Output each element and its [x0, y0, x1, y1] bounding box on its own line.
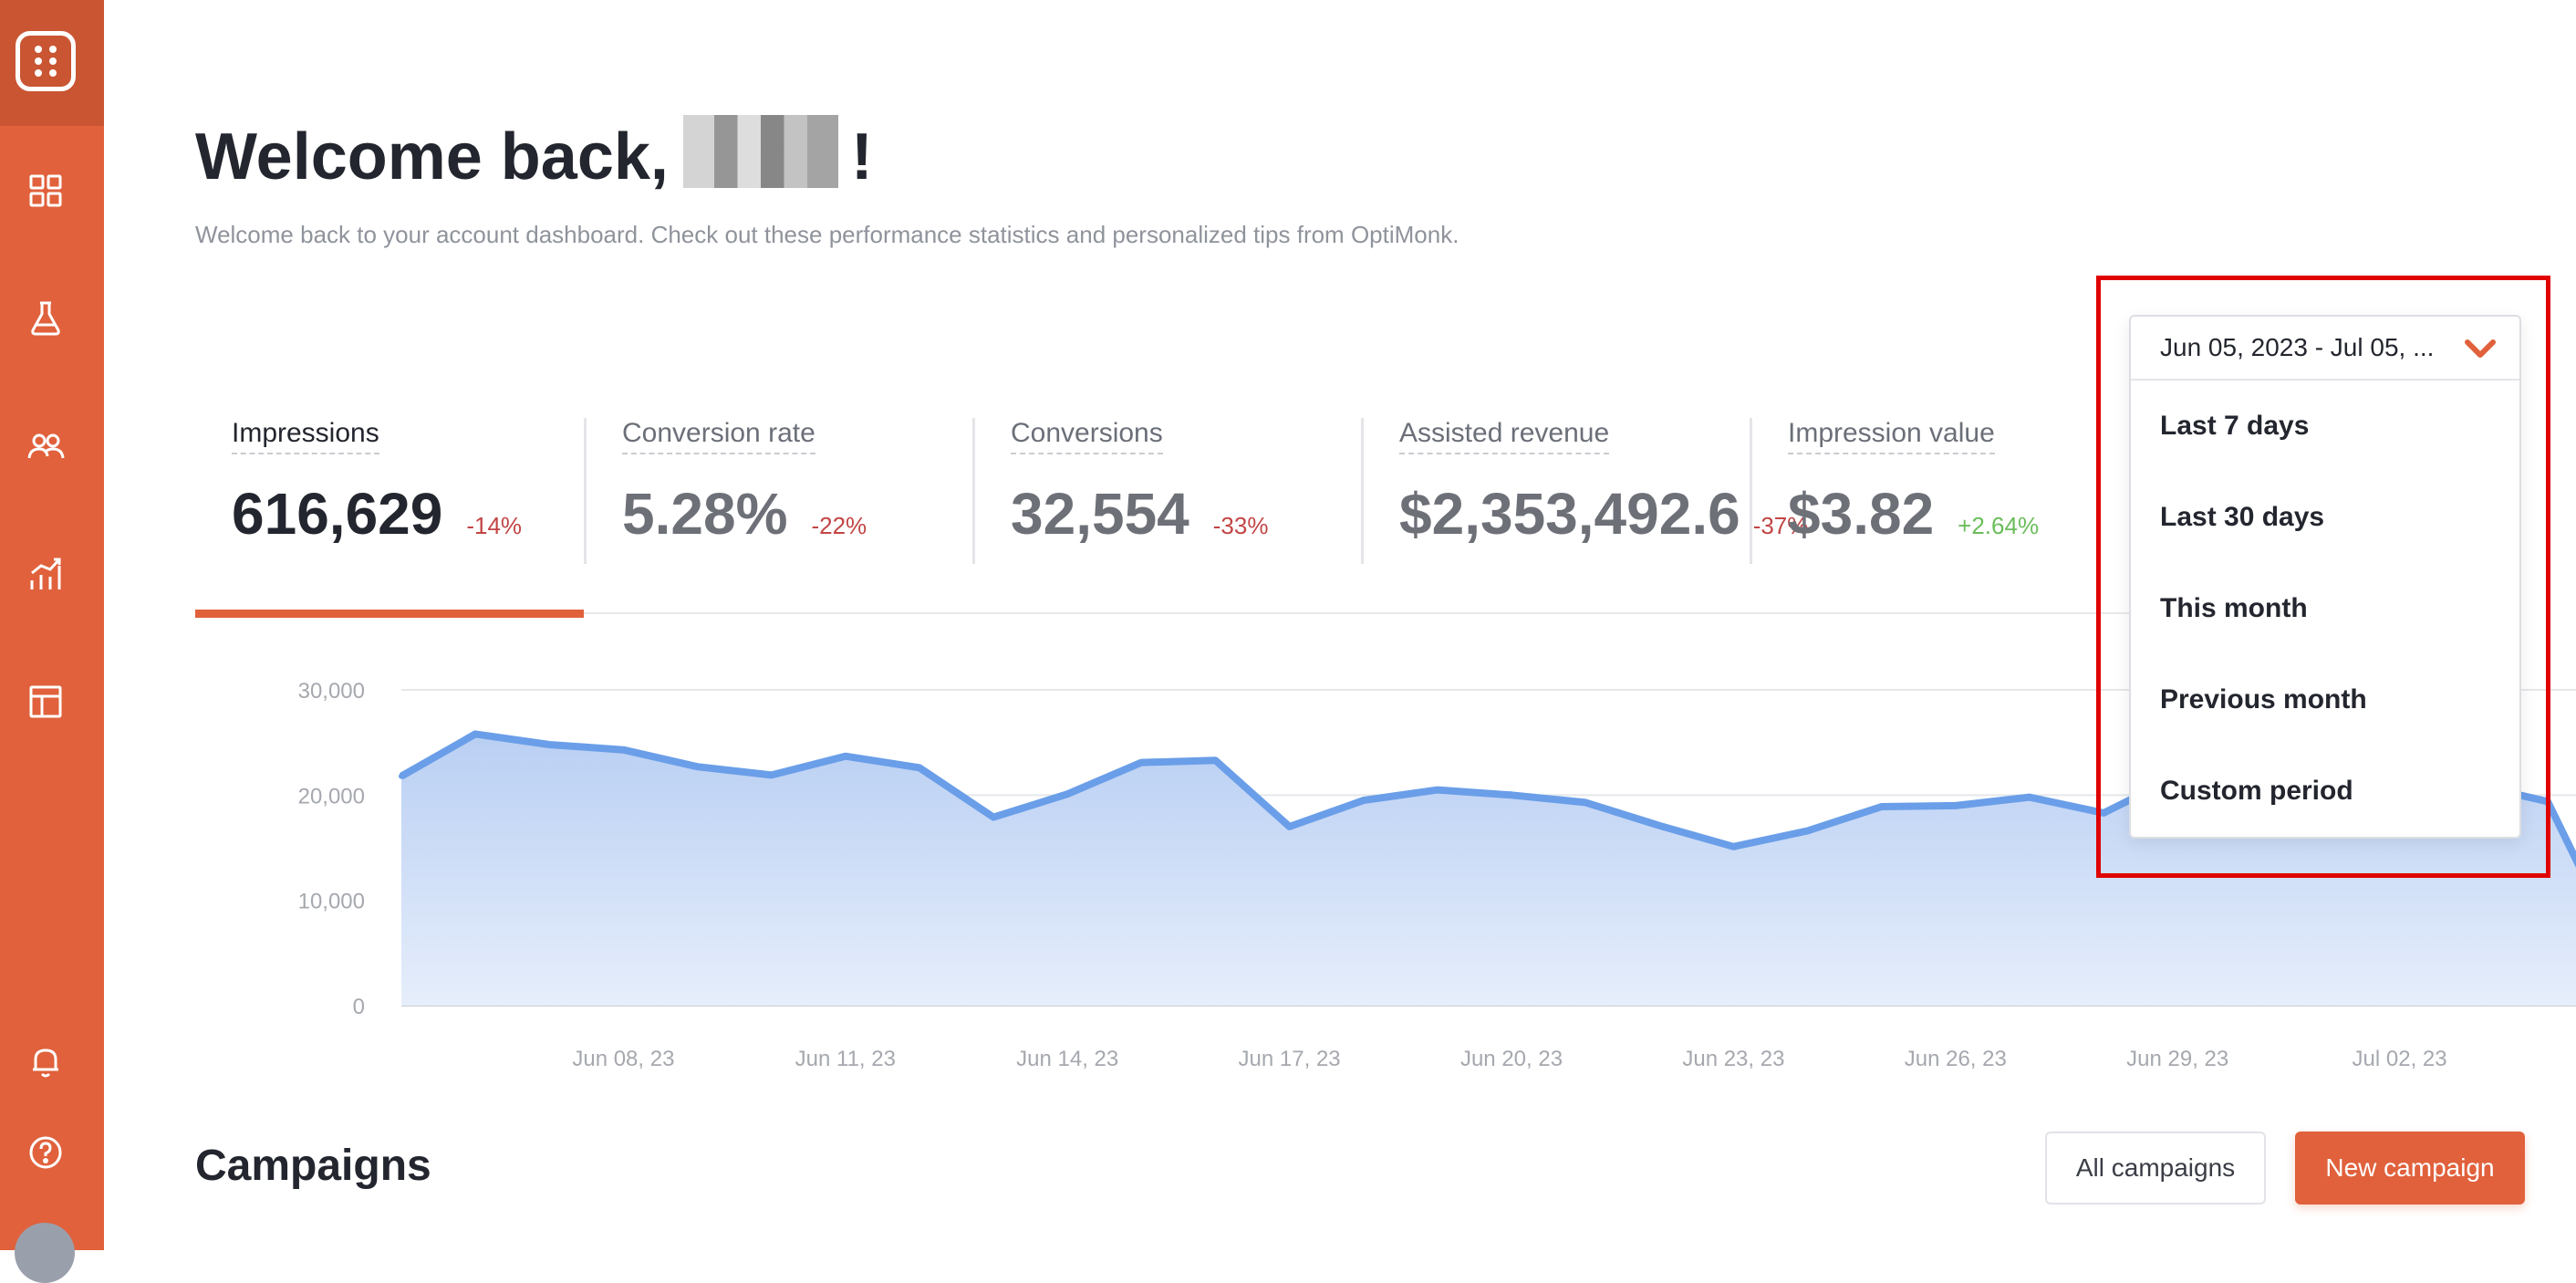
- chart-point: [1804, 828, 1811, 834]
- main-content: Welcome back,! Welcome back to your acco…: [104, 0, 2576, 1250]
- metric-conversions[interactable]: Conversions 32,554 -33%: [1011, 418, 1268, 564]
- users-icon[interactable]: [26, 427, 65, 465]
- metric-value: $3.82: [1788, 481, 1935, 547]
- new-campaign-button[interactable]: New campaign: [2295, 1132, 2525, 1205]
- chart-point: [1360, 798, 1366, 804]
- x-tick-label: Jun 17, 23: [1239, 1047, 1341, 1071]
- metric-value: 616,629: [232, 481, 443, 547]
- x-tick-label: Jun 11, 23: [795, 1047, 896, 1071]
- all-campaigns-button[interactable]: All campaigns: [2045, 1132, 2266, 1205]
- x-tick-label: Jul 02, 23: [2353, 1047, 2447, 1071]
- templates-icon[interactable]: [26, 683, 65, 721]
- y-tick-label: 30,000: [298, 679, 365, 704]
- bell-icon[interactable]: [26, 1042, 65, 1080]
- metrics-tab-active-indicator: [195, 610, 584, 618]
- metric-impression-value[interactable]: Impression value $3.82 +2.64%: [1788, 418, 2039, 564]
- analytics-icon[interactable]: [26, 555, 65, 593]
- chart-point: [546, 741, 553, 747]
- chart-area: [401, 734, 2576, 1006]
- x-tick-label: Jun 23, 23: [1682, 1047, 1784, 1071]
- metric-change: -14%: [466, 512, 523, 539]
- app-logo-icon: [16, 31, 76, 91]
- metric-label: Assisted revenue: [1399, 418, 1610, 454]
- chart-point: [1657, 822, 1663, 829]
- chart-point: [1138, 759, 1145, 766]
- chart-point: [991, 814, 997, 820]
- flask-icon[interactable]: [26, 299, 65, 338]
- metric-impressions[interactable]: Impressions 616,629 -14%: [232, 418, 522, 564]
- chart-point: [694, 764, 701, 770]
- chart-point: [1286, 823, 1293, 829]
- date-range-value: Jun 05, 2023 - Jul 05, ...: [2160, 333, 2435, 361]
- date-range-select[interactable]: Jun 05, 2023 - Jul 05, ...: [2131, 317, 2519, 381]
- page-subtitle: Welcome back to your account dashboard. …: [195, 221, 1459, 248]
- title-suffix: !: [850, 120, 873, 193]
- page-title: Welcome back,!: [195, 115, 873, 194]
- x-tick-label: Jun 29, 23: [2126, 1047, 2228, 1071]
- metric-label: Impressions: [232, 418, 379, 454]
- chart-point: [1583, 799, 1589, 806]
- x-tick-label: Jun 14, 23: [1016, 1047, 1118, 1071]
- metric-change: -37%: [1752, 512, 1809, 539]
- metric-change: -22%: [811, 512, 867, 539]
- metric-label: Conversion rate: [622, 418, 815, 454]
- x-tick-label: Jun 08, 23: [572, 1047, 674, 1071]
- date-range-dropdown[interactable]: Jun 05, 2023 - Jul 05, ... Last 7 days L…: [2129, 315, 2521, 839]
- metric-divider: [584, 418, 587, 564]
- chart-point: [1878, 804, 1885, 810]
- option-this-month[interactable]: This month: [2160, 593, 2308, 623]
- highlight-box: [2096, 276, 2550, 878]
- chart-point: [2101, 809, 2107, 816]
- campaigns-title: Campaigns: [195, 1142, 431, 1190]
- option-last-30-days[interactable]: Last 30 days: [2160, 502, 2325, 532]
- metric-value: 5.28%: [622, 481, 788, 547]
- x-tick-label: Jun 20, 23: [1460, 1047, 1563, 1071]
- y-tick-label: 10,000: [298, 890, 365, 914]
- redacted-username: [682, 115, 838, 188]
- logo-area[interactable]: [0, 0, 104, 126]
- metric-assisted-revenue[interactable]: Assisted revenue $2,353,492.6 -37%: [1399, 418, 1808, 564]
- chart-point: [399, 773, 404, 779]
- help-icon[interactable]: [26, 1133, 65, 1172]
- metrics-tab-baseline: [195, 612, 2275, 614]
- dashboard-icon[interactable]: [26, 172, 65, 210]
- chart-point: [620, 746, 627, 753]
- option-last-7-days[interactable]: Last 7 days: [2160, 411, 2310, 441]
- chart-point: [1509, 792, 1514, 798]
- chart-point: [2026, 794, 2032, 800]
- metric-divider: [1361, 418, 1364, 564]
- metric-divider: [1750, 418, 1752, 564]
- x-tick-label: Jun 26, 23: [1905, 1047, 2007, 1071]
- metric-value: $2,353,492.6: [1399, 481, 1740, 547]
- chart-point: [1212, 757, 1219, 764]
- metric-divider: [972, 418, 975, 564]
- chart-point: [1730, 843, 1737, 850]
- chart-point: [916, 765, 922, 771]
- sidebar: [0, 0, 104, 1283]
- metric-value: 32,554: [1011, 481, 1189, 547]
- title-prefix: Welcome back,: [195, 120, 669, 193]
- metric-label: Impression value: [1788, 418, 1995, 454]
- avatar[interactable]: [15, 1223, 75, 1283]
- metric-conversion-rate[interactable]: Conversion rate 5.28% -22%: [622, 418, 867, 564]
- chart-point: [473, 731, 479, 737]
- chart-point: [842, 753, 848, 759]
- chevron-down-icon: [2465, 339, 2496, 358]
- y-tick-label: 20,000: [298, 784, 365, 808]
- metric-change: +2.64%: [1958, 512, 2040, 539]
- chart-point: [1434, 787, 1440, 793]
- chart-point: [768, 772, 774, 778]
- metric-label: Conversions: [1011, 418, 1163, 454]
- chart-point: [1952, 802, 1958, 808]
- y-tick-label: 0: [353, 995, 365, 1019]
- option-custom-period[interactable]: Custom period: [2160, 776, 2353, 806]
- chart-point: [1065, 791, 1071, 798]
- metric-change: -33%: [1212, 512, 1269, 539]
- option-previous-month[interactable]: Previous month: [2160, 684, 2367, 715]
- impressions-chart: 30,000 20,000 10,000 0 Jun 08, 23 Jun 11, 23…: [298, 679, 2576, 1071]
